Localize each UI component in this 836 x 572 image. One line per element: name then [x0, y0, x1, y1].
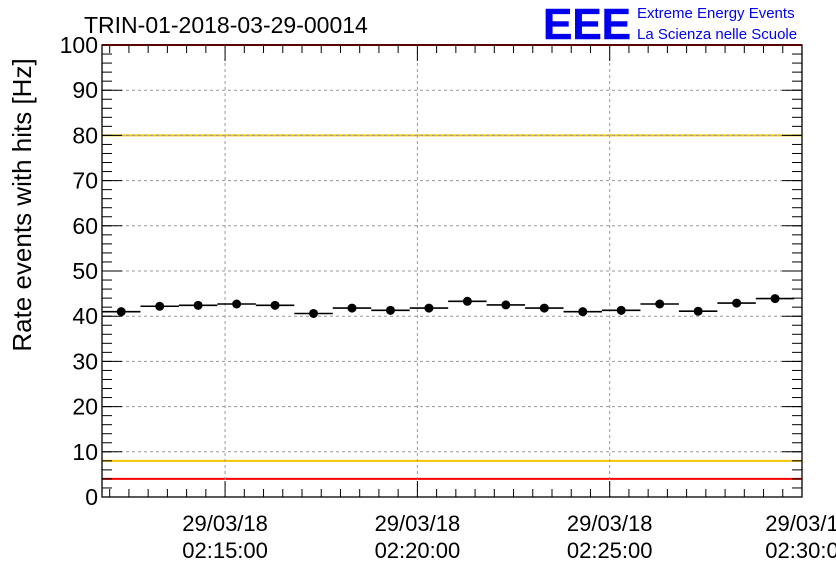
data-point — [347, 303, 357, 313]
eee-logo: EEE Extreme Energy Events La Scienza nel… — [543, 0, 797, 49]
x-tick-label-date: 29/03/18 — [182, 511, 268, 536]
x-tick-label-time: 02:20:00 — [375, 538, 461, 563]
y-tick-label: 70 — [72, 168, 98, 194]
data-point — [116, 307, 126, 317]
y-tick-label: 0 — [85, 484, 98, 510]
data-point — [309, 308, 319, 318]
y-tick-label: 60 — [72, 213, 98, 239]
data-point — [193, 300, 203, 310]
x-tick-label-date: 29/03/1 — [765, 511, 836, 536]
eee-logo-mark: EEE — [543, 0, 631, 49]
data-point — [424, 303, 434, 313]
data-point — [501, 300, 511, 310]
y-tick-label: 10 — [72, 439, 98, 465]
logo-line-2: La Scienza nelle Scuole — [637, 26, 797, 43]
data-point — [385, 305, 395, 315]
data-point — [616, 305, 626, 315]
data-point — [539, 303, 549, 313]
x-tick-label-date: 29/03/18 — [567, 511, 653, 536]
data-point — [578, 307, 588, 317]
axis-ticks — [102, 44, 803, 498]
data-point — [155, 301, 165, 311]
y-tick-label: 90 — [72, 77, 98, 103]
data-point — [462, 296, 472, 306]
data-points — [102, 294, 795, 318]
y-tick-label: 30 — [72, 348, 98, 374]
data-point — [770, 294, 780, 304]
data-point — [232, 299, 242, 309]
data-point — [655, 299, 665, 309]
y-tick-label: 20 — [72, 394, 98, 420]
x-tick-label-time: 02:15:00 — [182, 538, 268, 563]
y-axis-title: Rate events with hits [Hz] — [7, 58, 37, 351]
y-tick-label: 50 — [72, 258, 98, 284]
x-tick-label-time: 02:30:0 — [765, 538, 836, 563]
data-point — [270, 300, 280, 310]
data-point — [732, 298, 742, 308]
x-tick-label-date: 29/03/18 — [375, 511, 461, 536]
data-point — [693, 306, 703, 316]
chart-title: TRIN-01-2018-03-29-00014 — [84, 12, 368, 38]
y-tick-label: 100 — [60, 32, 98, 58]
y-tick-label: 40 — [72, 303, 98, 329]
y-tick-labels: 0 10 20 30 40 50 60 70 80 90 100 — [60, 32, 98, 510]
y-tick-label: 80 — [72, 122, 98, 148]
x-tick-label-time: 02:25:00 — [567, 538, 653, 563]
grid — [102, 45, 802, 497]
logo-line-1: Extreme Energy Events — [637, 5, 795, 22]
x-tick-labels: 29/03/1802:15:0029/03/1802:20:0029/03/18… — [182, 511, 836, 563]
reference-lines — [102, 44, 802, 480]
